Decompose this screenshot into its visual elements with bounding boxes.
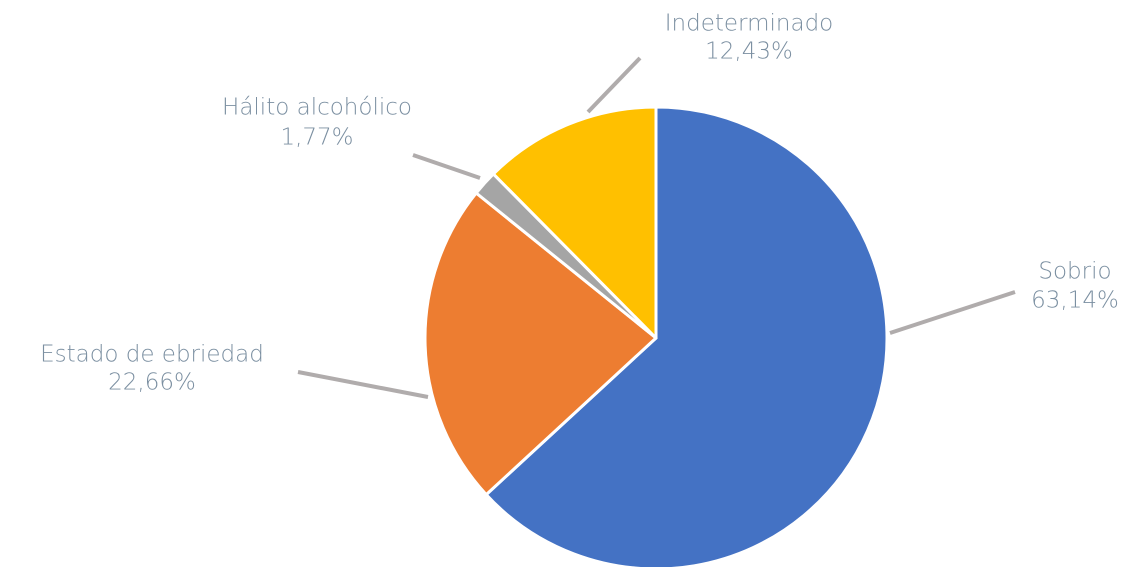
slice-label: Indeterminado [665, 11, 833, 37]
pie-slice [484, 105, 889, 567]
leader-line [586, 56, 642, 114]
slice-label: Estado de ebriedad [40, 342, 264, 368]
pie-slice [491, 105, 658, 340]
slice-label: Sobrio [1038, 259, 1111, 285]
leader-line [412, 153, 481, 180]
slice-value-label: 1,77% [280, 125, 353, 151]
leader-line [297, 370, 429, 399]
slice-value-label: 12,43% [705, 39, 793, 65]
pie-slice [423, 191, 658, 497]
slice-value-label: 63,14% [1031, 288, 1119, 314]
slice-label: Hálito alcohólico [222, 95, 412, 121]
leader-line [889, 290, 1016, 335]
slice-value-label: 22,66% [108, 370, 196, 396]
